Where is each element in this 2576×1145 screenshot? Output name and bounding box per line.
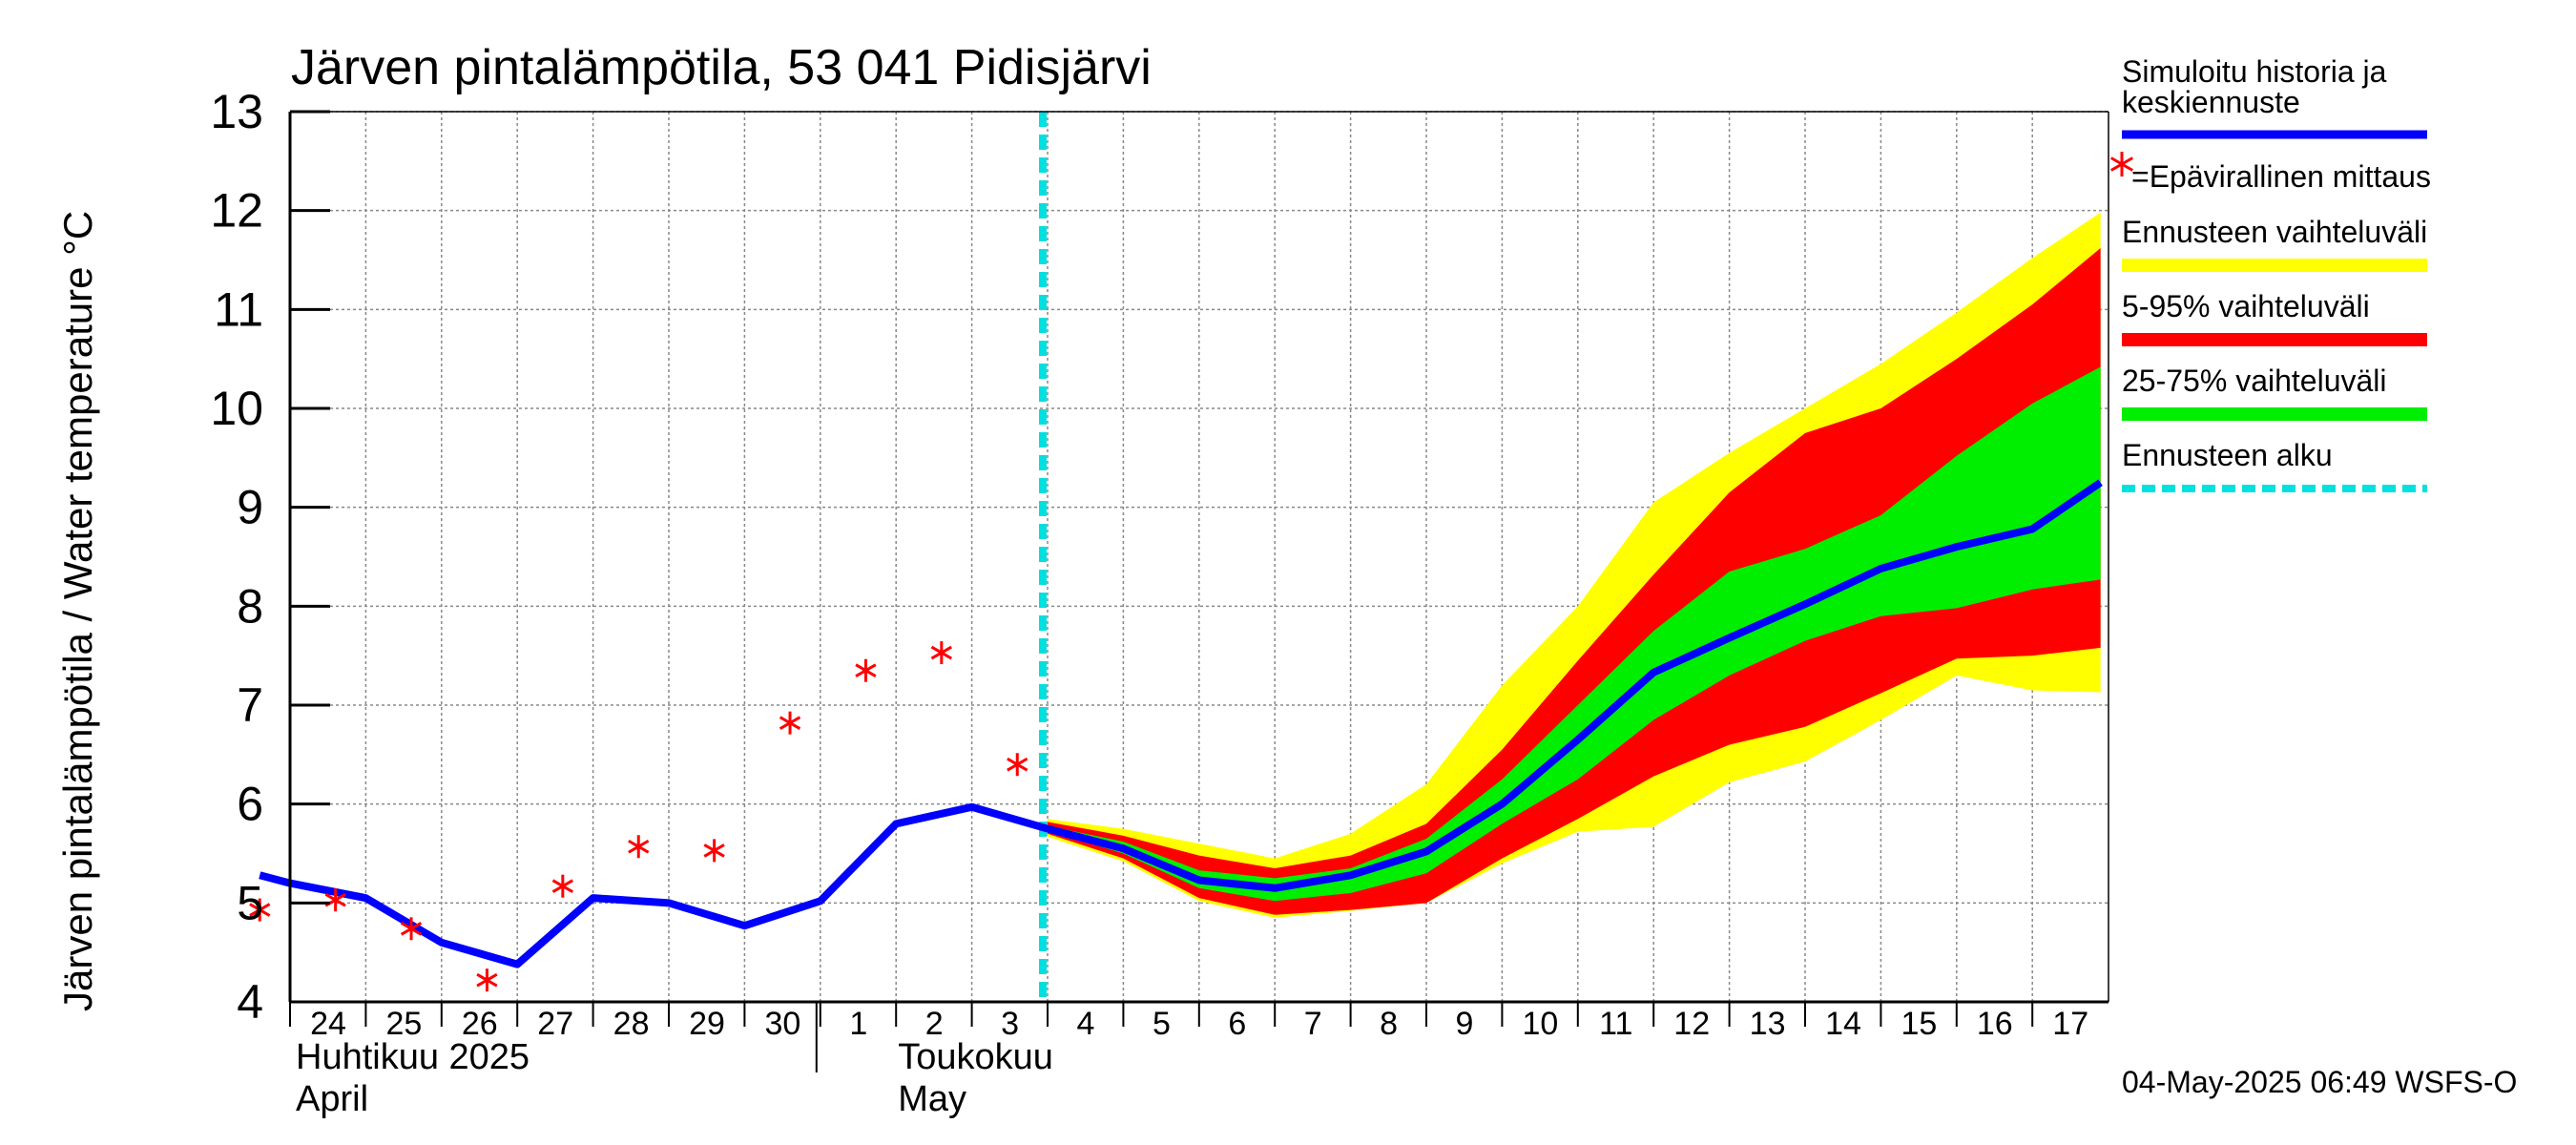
forecast-bands	[1048, 212, 2101, 918]
legend-label: 5-95% vaihteluväli	[2122, 289, 2370, 323]
y-tick-label: 4	[237, 975, 263, 1029]
measurement-point	[400, 917, 423, 941]
measurement-point	[703, 839, 725, 863]
x-tick-label: 30	[764, 1006, 800, 1042]
measurement-point	[779, 711, 801, 735]
month-label: Toukokuu	[898, 1037, 1053, 1077]
measurement-point	[930, 641, 952, 665]
x-tick-label: 7	[1304, 1006, 1322, 1042]
mean-forecast-line	[259, 479, 2103, 968]
x-tick-label: 24	[310, 1006, 346, 1042]
x-tick-label: 13	[1750, 1006, 1786, 1042]
timestamp-footer: 04-May-2025 06:49 WSFS-O	[2122, 1065, 2517, 1099]
measurement-point	[855, 658, 877, 682]
band-ennusteen-vaihteluv-li	[1048, 212, 2101, 918]
y-tick-label: 11	[214, 282, 263, 336]
series-lines	[259, 479, 2103, 968]
measurement-point	[628, 835, 650, 859]
star-stroke	[249, 903, 271, 917]
x-tick-label: 27	[537, 1006, 573, 1042]
x-tick-label: 5	[1153, 1006, 1171, 1042]
legend-label: Ennusteen alku	[2122, 438, 2333, 472]
legend-label: keskiennuste	[2122, 85, 2300, 119]
star-stroke	[400, 921, 423, 936]
star-stroke	[1007, 757, 1028, 772]
star-stroke	[324, 892, 346, 907]
measurement-point	[249, 898, 271, 922]
star-stroke	[476, 972, 498, 988]
y-tick-label: 6	[237, 778, 263, 831]
legend-label: =Epävirallinen mittaus	[2131, 159, 2431, 194]
star-stroke	[855, 663, 877, 678]
y-tick-label: 5	[237, 876, 263, 929]
measurement-markers	[249, 641, 1028, 992]
x-tick-label: 14	[1825, 1006, 1861, 1042]
x-tick-label: 11	[1599, 1006, 1632, 1042]
month-label-en: April	[296, 1079, 368, 1119]
star-stroke	[703, 843, 725, 858]
x-tick-label: 15	[1901, 1006, 1937, 1042]
y-axis-label: Järven pintalämpötila / Water temperatur…	[55, 211, 100, 1011]
y-tick-label: 10	[210, 382, 263, 435]
star-stroke	[779, 716, 801, 730]
month-label-en: May	[898, 1079, 966, 1119]
legend-swatch-measurement	[2109, 152, 2134, 177]
y-tick-label: 7	[237, 678, 263, 732]
x-tick-label: 8	[1380, 1006, 1398, 1042]
y-tick-label: 13	[210, 85, 263, 138]
month-label: Huhtikuu 2025	[296, 1037, 530, 1077]
axes	[288, 110, 2109, 1072]
x-tick-label: 3	[1001, 1006, 1019, 1042]
x-tick-label: 28	[613, 1006, 650, 1042]
x-tick-label: 2	[925, 1006, 944, 1042]
x-tick-label: 17	[2052, 1006, 2088, 1042]
x-tick-label: 26	[462, 1006, 498, 1042]
x-tick-label: 12	[1673, 1006, 1710, 1042]
x-tick-label: 10	[1522, 1006, 1558, 1042]
x-tick-label: 29	[689, 1006, 725, 1042]
x-tick-label: 4	[1077, 1006, 1095, 1042]
y-tick-label: 9	[237, 481, 263, 534]
x-tick-label: 1	[849, 1006, 867, 1042]
measurement-point	[551, 874, 573, 898]
measurement-point	[1007, 753, 1028, 777]
star-stroke	[628, 839, 650, 854]
legend-label: Simuloitu historia ja	[2122, 54, 2387, 89]
y-tick-label: 12	[210, 184, 263, 238]
legend-label: 25-75% vaihteluväli	[2122, 364, 2387, 398]
y-tick-label: 8	[237, 579, 263, 633]
x-tick-label: 9	[1456, 1006, 1474, 1042]
legend-label: Ennusteen vaihteluväli	[2122, 215, 2427, 249]
x-tick-label: 16	[1977, 1006, 2013, 1042]
star-stroke	[2109, 156, 2134, 172]
measurement-point	[476, 968, 498, 992]
chart-title: Järven pintalämpötila, 53 041 Pidisjärvi	[291, 40, 1152, 95]
x-tick-label: 25	[385, 1006, 422, 1042]
x-tick-label: 6	[1228, 1006, 1246, 1042]
star-stroke	[551, 879, 573, 894]
star-stroke	[930, 645, 952, 660]
